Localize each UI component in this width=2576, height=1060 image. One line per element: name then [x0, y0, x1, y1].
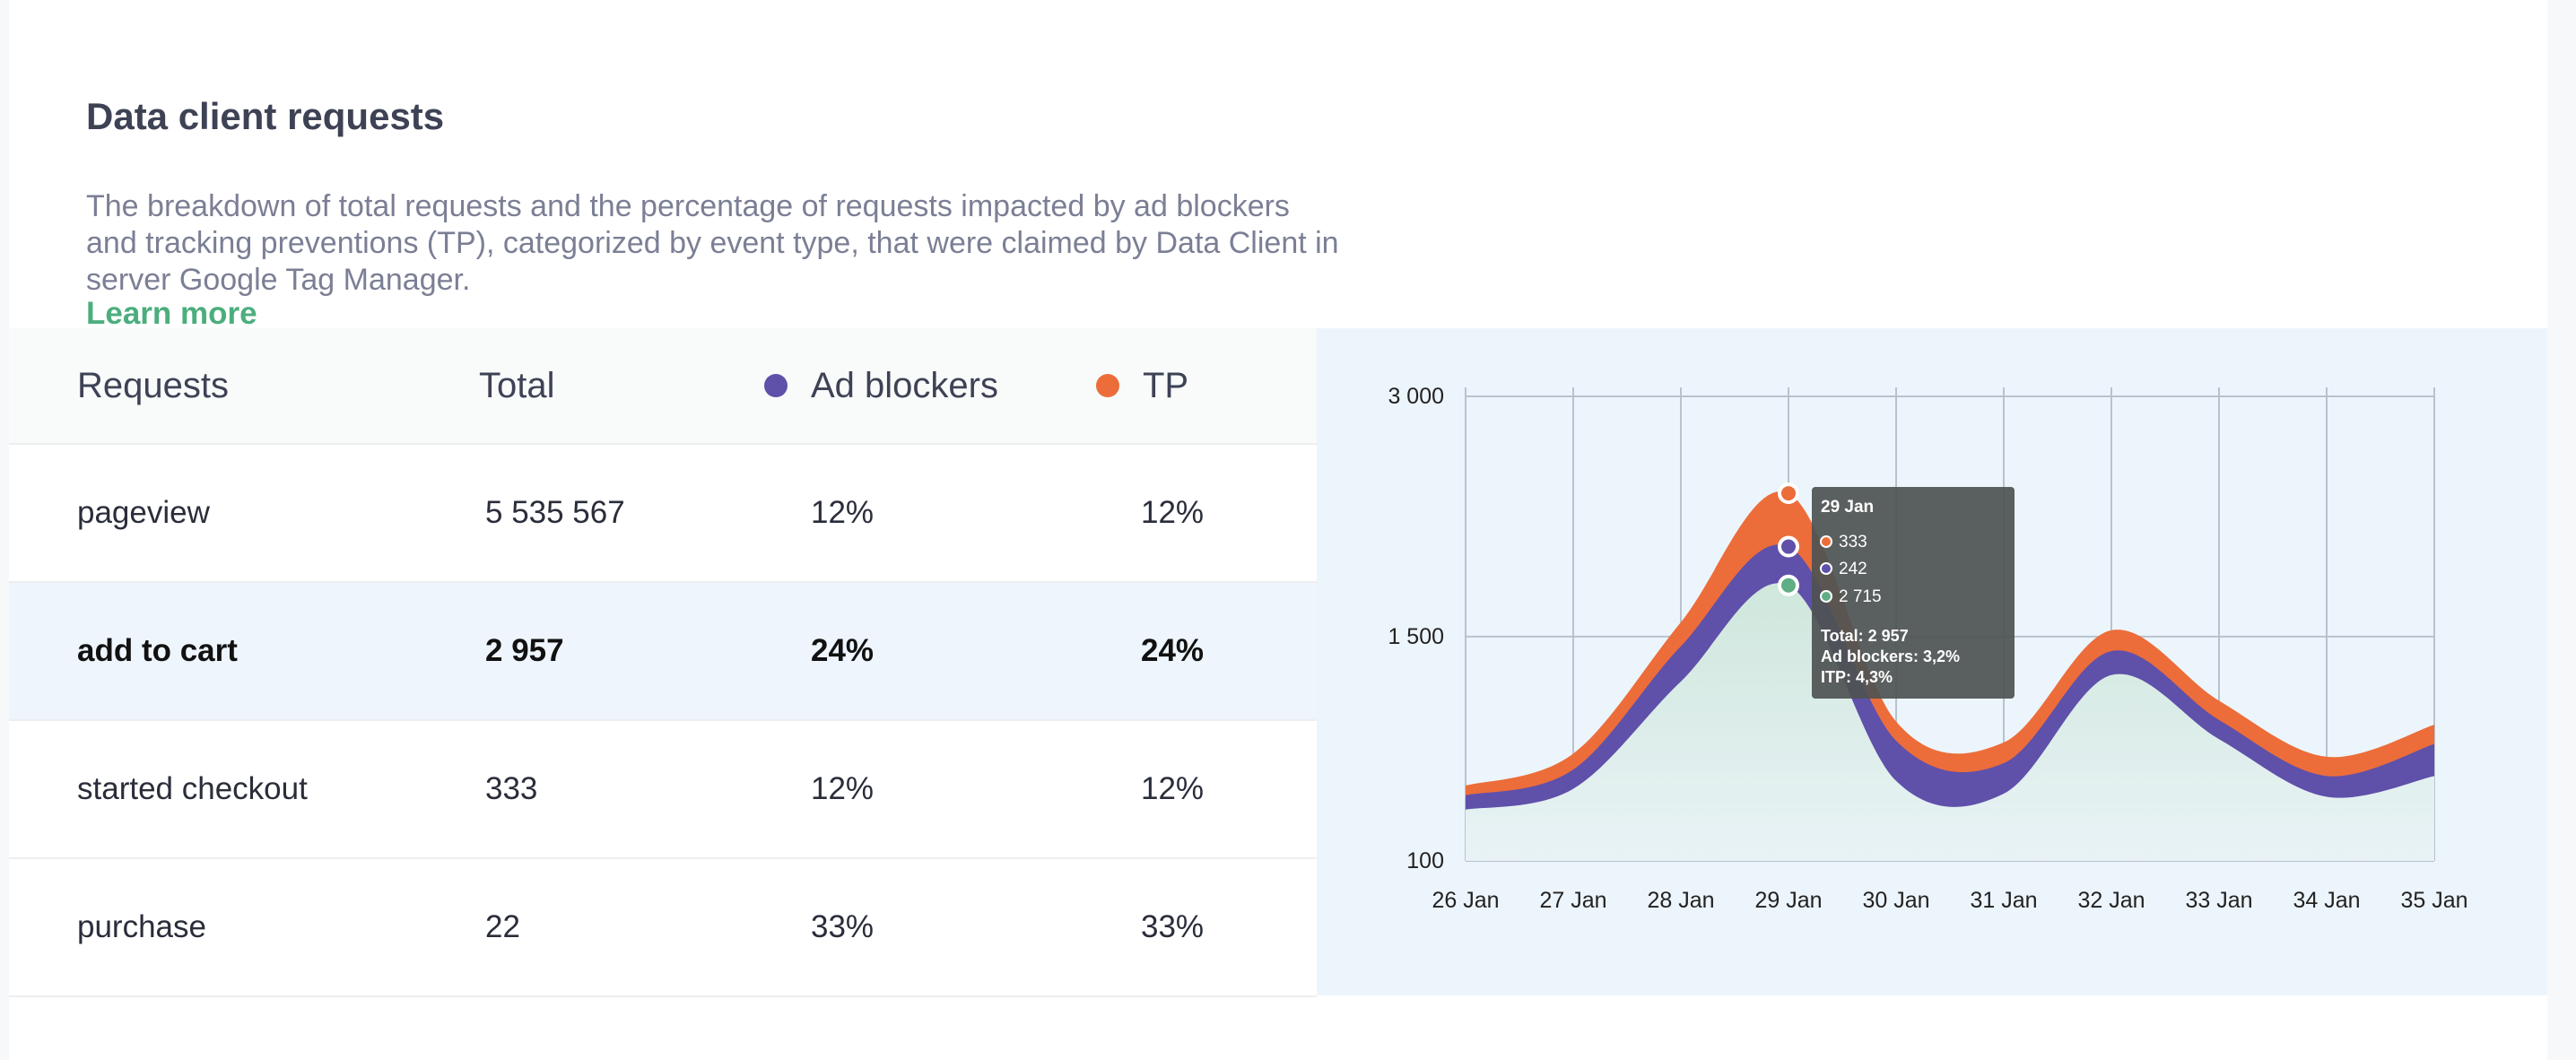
requests-table: Requests Total Ad blockers TP pageview 5… [9, 328, 1317, 997]
base-point [1778, 574, 1799, 596]
table-row-started-checkout[interactable]: started checkout 333 12% 12% [9, 721, 1317, 859]
y-tick-label: 1 500 [1388, 624, 1444, 649]
x-tick-label: 26 Jan [1432, 888, 1499, 913]
cell-requests: add to cart [77, 633, 238, 668]
tooltip-box [1812, 487, 2015, 699]
x-tick-label: 28 Jan [1647, 888, 1714, 913]
x-tick-label: 32 Jan [2077, 888, 2145, 913]
tooltip-tp-value: 333 [1839, 533, 1867, 552]
x-tick-label: 33 Jan [2185, 888, 2252, 913]
tooltip-base-value: 2 715 [1839, 587, 1882, 606]
x-tick-label: 27 Jan [1539, 888, 1606, 913]
ad_blockers-point [1778, 535, 1799, 558]
x-tick-label: 29 Jan [1754, 888, 1822, 913]
cell-ad-blockers: 12% [811, 771, 875, 806]
tooltip-base-dot [1820, 590, 1832, 603]
cell-ad-blockers: 33% [811, 909, 875, 944]
tooltip-tp-dot [1820, 535, 1832, 548]
x-tick-label: 30 Jan [1862, 888, 1929, 913]
cell-requests: started checkout [77, 771, 308, 806]
tp-legend-dot [1096, 374, 1119, 397]
tooltip-total: Total: 2 957 [1821, 627, 1909, 645]
y-tick-label: 100 [1406, 848, 1444, 873]
cell-tp: 24% [1141, 633, 1205, 668]
stacked-area-chart[interactable]: 3 000 1 500 100 26 Jan 27 Jan 28 Jan 29 Jan 30… [1317, 328, 2547, 995]
cell-tp: 12% [1141, 495, 1205, 530]
cell-total: 5 535 567 [485, 495, 625, 530]
header-ad-blockers: Ad blockers [764, 328, 998, 443]
tp-point [1778, 482, 1799, 505]
table-row-purchase[interactable]: purchase 22 33% 33% [9, 859, 1317, 997]
learn-more-link[interactable]: Learn more [86, 296, 257, 331]
x-tick-label: 34 Jan [2293, 888, 2360, 913]
tooltip-ad-blockers-dot [1820, 562, 1832, 575]
y-tick-label: 3 000 [1388, 384, 1444, 409]
section-title: Data client requests [86, 95, 445, 137]
cell-total: 2 957 [485, 633, 564, 668]
x-tick-label: 35 Jan [2400, 888, 2467, 913]
table-row-pageview[interactable]: pageview 5 535 567 12% 12% [9, 445, 1317, 583]
header-requests: Requests [77, 365, 229, 405]
header-total: Total [479, 365, 555, 405]
table-header: Requests Total Ad blockers TP [9, 328, 1317, 445]
section-description: The breakdown of total requests and the … [86, 189, 1339, 297]
tooltip-ad-blockers-value: 242 [1839, 560, 1867, 578]
cell-total: 333 [485, 771, 538, 806]
table-row-add-to-cart[interactable]: add to cart 2 957 24% 24% [9, 583, 1317, 721]
cell-requests: pageview [77, 495, 210, 530]
cell-ad-blockers: 12% [811, 495, 875, 530]
x-tick-label: 31 Jan [1970, 888, 2037, 913]
tooltip-ad-blockers-pct: Ad blockers: 3,2% [1821, 647, 1960, 665]
tooltip-date: 29 Jan [1821, 498, 1874, 517]
cell-tp: 12% [1141, 771, 1205, 806]
cell-total: 22 [485, 909, 520, 944]
ad-blockers-legend-dot [764, 374, 788, 397]
header-ad-blockers-label: Ad blockers [811, 365, 998, 405]
chart-panel: 3 000 1 500 100 26 Jan 27 Jan 28 Jan 29 Jan 30… [1317, 328, 2547, 995]
header-tp: TP [1096, 328, 1188, 443]
header-tp-label: TP [1143, 365, 1189, 405]
cell-tp: 33% [1141, 909, 1205, 944]
base-area [1466, 583, 2434, 861]
cell-requests: purchase [77, 909, 206, 944]
cell-ad-blockers: 24% [811, 633, 875, 668]
chart-tooltip: 29 Jan 333 242 2 715 Total: 2 957 Ad blo… [1812, 487, 2015, 699]
tooltip-itp-pct: ITP: 4,3% [1821, 668, 1893, 686]
